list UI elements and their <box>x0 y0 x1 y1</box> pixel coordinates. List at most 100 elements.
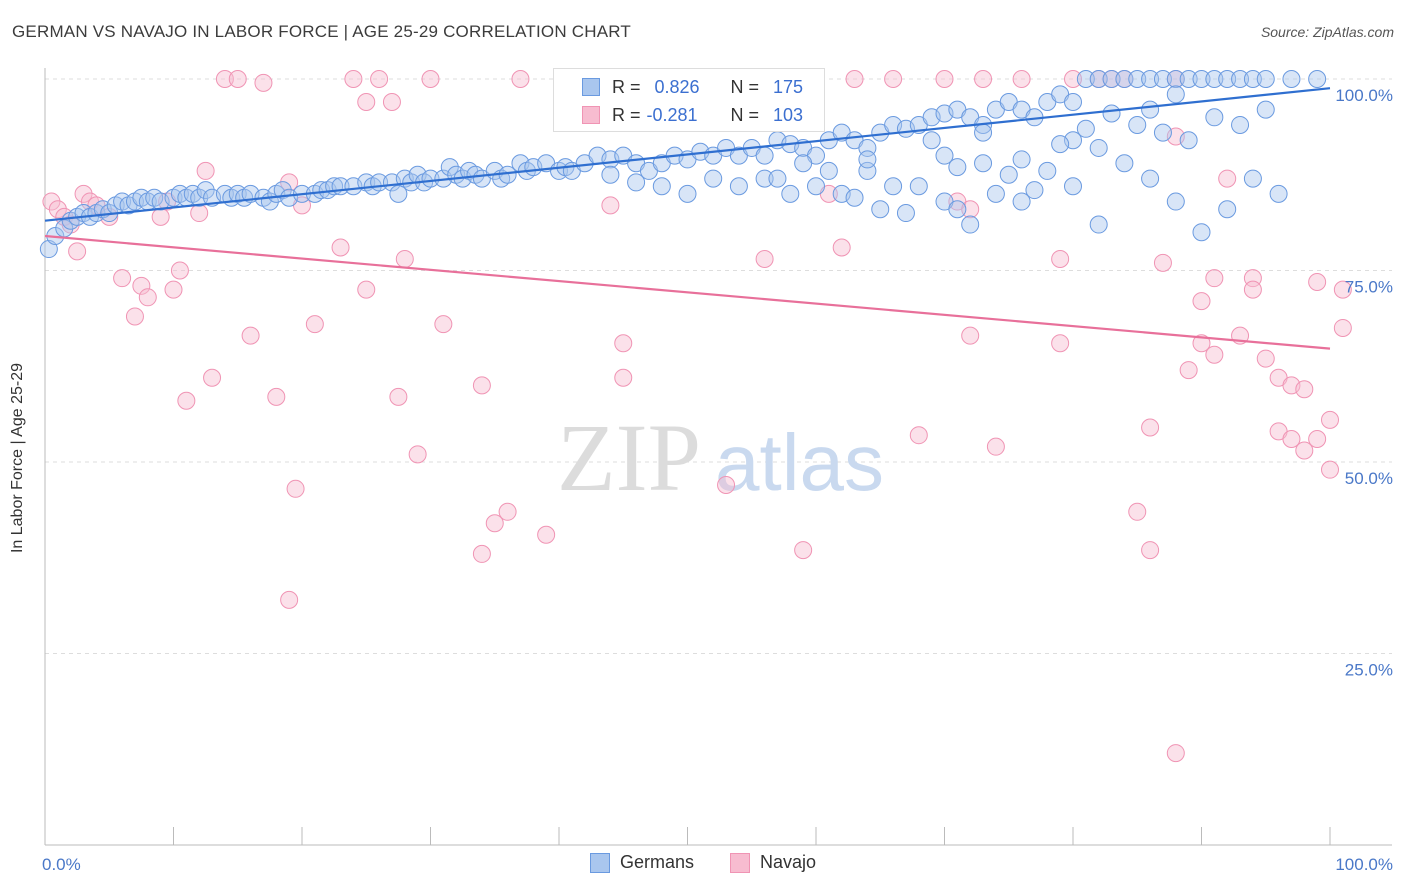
navajo-point-19 <box>196 161 215 180</box>
navajo-point-37 <box>389 387 408 406</box>
navajo-point-71 <box>1051 250 1070 269</box>
german-point-22 <box>190 188 209 207</box>
navajo-point-61 <box>845 70 864 88</box>
german-point-159 <box>1256 100 1275 119</box>
german-point-146 <box>781 184 800 203</box>
navajo-point-11 <box>132 276 151 295</box>
navajo-point-104 <box>1333 318 1352 337</box>
german-point-156 <box>1179 131 1198 150</box>
navajo-point-4 <box>68 242 87 261</box>
german-point-163 <box>999 165 1018 184</box>
navajo-point-12 <box>138 288 157 307</box>
navajo-point-93 <box>1256 349 1275 368</box>
y-tick-label-0: 25.0% <box>1345 661 1393 680</box>
navajo-point-66 <box>961 200 980 219</box>
legend-item-germans[interactable]: Germans <box>589 852 694 873</box>
german-point-122 <box>1256 70 1275 88</box>
navajo-point-72 <box>1051 334 1070 353</box>
navajo-point-92 <box>1243 280 1262 299</box>
x-tick-label-0: 0.0% <box>42 855 81 874</box>
stats-box: R = 0.826 N = 175 R = -0.281 N = 103 <box>553 68 825 132</box>
navajo-point-1 <box>48 200 67 219</box>
german-point-128 <box>909 177 928 196</box>
navajo-point-15 <box>164 280 183 299</box>
trend-lines <box>44 87 1331 350</box>
navajo-point-30 <box>305 315 324 334</box>
navajo-point-46 <box>511 70 530 88</box>
navajo-trend-line <box>44 234 1331 350</box>
navajo-point-89 <box>1218 169 1237 188</box>
german-point-176 <box>819 161 838 180</box>
navajo-point-42 <box>472 376 491 395</box>
navajo-point-16 <box>170 261 189 280</box>
germans-n-value: 175 <box>773 76 804 97</box>
german-point-127 <box>871 200 890 219</box>
navajo-point-101 <box>1308 272 1327 291</box>
navajo-point-78 <box>1141 541 1160 560</box>
navajo-point-31 <box>331 238 350 257</box>
navajo-point-17 <box>177 391 196 410</box>
watermark-zip: ZIP <box>557 404 701 511</box>
german-point-108 <box>1076 70 1095 88</box>
german-point-117 <box>1192 70 1211 88</box>
navajo-point-23 <box>241 326 260 345</box>
navajo-point-34 <box>357 92 376 111</box>
german-point-124 <box>1308 70 1327 88</box>
german-point-168 <box>1141 100 1160 119</box>
navajo-point-28 <box>280 590 299 609</box>
navajo-point-43 <box>472 544 491 563</box>
navajo-point-80 <box>1153 253 1172 272</box>
german-point-141 <box>1243 169 1262 188</box>
german-point-111 <box>1115 70 1134 88</box>
navajo-point-9 <box>113 269 132 288</box>
navajo-point-79 <box>1141 418 1160 437</box>
german-point-155 <box>1153 123 1172 142</box>
navajo-point-5 <box>74 184 93 203</box>
navajo-point-105 <box>1333 280 1352 299</box>
legend: Germans Navajo <box>0 852 1406 873</box>
navajo-point-70 <box>1012 70 1031 88</box>
germans-r-label: R = <box>612 76 641 97</box>
german-point-33 <box>273 181 292 200</box>
german-point-110 <box>1102 70 1121 88</box>
german-point-180 <box>974 123 993 142</box>
german-point-153 <box>1089 138 1108 157</box>
chart-title: GERMAN VS NAVAJO IN LABOR FORCE | AGE 25… <box>12 22 631 41</box>
german-point-140 <box>1218 200 1237 219</box>
navajo-point-24 <box>254 73 273 92</box>
german-point-133 <box>1038 161 1057 180</box>
german-point-165 <box>1051 135 1070 154</box>
german-point-172 <box>678 184 697 203</box>
german-point-162 <box>948 200 967 219</box>
germans-n-label: N = <box>730 76 760 97</box>
german-point-177 <box>858 150 877 169</box>
navajo-point-67 <box>961 326 980 345</box>
navajo-point-0 <box>42 192 61 211</box>
navajo-point-83 <box>1166 744 1185 763</box>
german-point-158 <box>1231 115 1250 134</box>
navajo-swatch <box>582 106 600 124</box>
german-point-179 <box>948 158 967 177</box>
navajo-point-13 <box>151 207 170 226</box>
german-point-167 <box>1102 104 1121 123</box>
navajo-point-88 <box>1205 345 1224 364</box>
german-point-178 <box>922 131 941 150</box>
navajo-point-77 <box>1128 502 1147 521</box>
germans-swatch <box>582 78 600 96</box>
navajo-point-56 <box>755 250 774 269</box>
german-point-116 <box>1179 70 1198 88</box>
german-point-113 <box>1141 70 1160 88</box>
german-point-137 <box>1141 169 1160 188</box>
tick-labels: 25.0% 50.0% 75.0% 100.0% 0.0% 100.0% <box>42 86 1393 874</box>
navajo-point-33 <box>357 280 376 299</box>
navajo-point-44 <box>485 514 504 533</box>
legend-item-navajo[interactable]: Navajo <box>730 852 816 873</box>
navajo-point-52 <box>614 368 633 387</box>
axes <box>44 68 1392 846</box>
german-point-175 <box>794 154 813 173</box>
german-point-170 <box>601 165 620 184</box>
german-point-107 <box>1064 92 1082 111</box>
legend-navajo-swatch <box>730 852 750 873</box>
german-point-149 <box>935 146 954 165</box>
navajo-point-41 <box>434 315 453 334</box>
